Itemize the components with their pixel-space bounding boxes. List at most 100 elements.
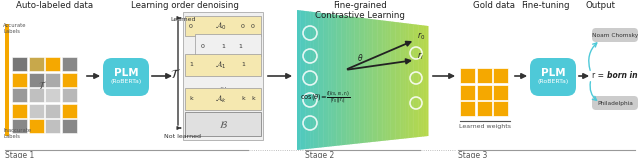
- Text: born in: born in: [607, 72, 637, 80]
- Polygon shape: [356, 17, 358, 144]
- Bar: [45, 88, 60, 102]
- Text: Not learned: Not learned: [164, 134, 202, 139]
- Text: k: k: [189, 97, 193, 101]
- Polygon shape: [400, 23, 403, 139]
- Text: PLM: PLM: [541, 68, 565, 78]
- Polygon shape: [302, 11, 304, 149]
- Text: Stage 1: Stage 1: [5, 151, 35, 158]
- Polygon shape: [415, 24, 417, 137]
- Polygon shape: [343, 16, 345, 145]
- Polygon shape: [315, 12, 317, 148]
- Polygon shape: [390, 21, 392, 140]
- Polygon shape: [312, 12, 314, 148]
- FancyArrowPatch shape: [590, 82, 596, 100]
- Polygon shape: [376, 20, 378, 142]
- Bar: [61, 73, 77, 86]
- Polygon shape: [321, 13, 324, 147]
- Polygon shape: [341, 15, 343, 145]
- Polygon shape: [303, 11, 306, 149]
- Text: Learning order denoising: Learning order denoising: [131, 1, 239, 10]
- Text: Inaccurate
Labels: Inaccurate Labels: [3, 128, 31, 139]
- Text: 0: 0: [241, 24, 245, 28]
- Bar: [185, 88, 261, 110]
- Bar: [29, 103, 44, 118]
- Polygon shape: [394, 22, 396, 140]
- Bar: [61, 88, 77, 102]
- Polygon shape: [425, 26, 427, 136]
- Polygon shape: [344, 16, 347, 145]
- Bar: [12, 103, 27, 118]
- Polygon shape: [317, 12, 319, 148]
- Polygon shape: [367, 19, 369, 143]
- Polygon shape: [351, 17, 353, 144]
- Polygon shape: [385, 21, 388, 141]
- Polygon shape: [379, 20, 381, 141]
- Bar: [29, 57, 44, 71]
- FancyArrowPatch shape: [589, 43, 597, 70]
- Text: $r_i$: $r_i$: [417, 51, 424, 63]
- Polygon shape: [336, 15, 339, 146]
- Polygon shape: [305, 11, 307, 149]
- Bar: [12, 73, 27, 86]
- Bar: [493, 101, 508, 116]
- FancyBboxPatch shape: [592, 28, 638, 42]
- Bar: [45, 119, 60, 133]
- Polygon shape: [323, 13, 325, 147]
- Bar: [460, 68, 475, 83]
- Polygon shape: [397, 22, 399, 139]
- Polygon shape: [300, 10, 303, 150]
- Polygon shape: [320, 13, 322, 148]
- Text: Fine-tuning: Fine-tuning: [521, 1, 569, 10]
- Polygon shape: [346, 16, 348, 145]
- Bar: [61, 103, 77, 118]
- Polygon shape: [413, 24, 415, 138]
- Polygon shape: [369, 19, 371, 142]
- Polygon shape: [364, 18, 366, 143]
- Polygon shape: [423, 25, 425, 137]
- Polygon shape: [362, 18, 365, 143]
- Polygon shape: [384, 21, 386, 141]
- FancyBboxPatch shape: [530, 58, 576, 96]
- Bar: [29, 88, 44, 102]
- Polygon shape: [405, 23, 407, 138]
- Text: Learned: Learned: [170, 17, 196, 22]
- Polygon shape: [371, 19, 373, 142]
- Polygon shape: [402, 23, 404, 139]
- Text: $\mathcal{T}$: $\mathcal{T}$: [38, 79, 47, 91]
- Bar: [61, 57, 77, 71]
- Bar: [183, 12, 263, 140]
- Polygon shape: [418, 25, 420, 137]
- Text: Philadelphia: Philadelphia: [597, 100, 633, 106]
- Text: 0: 0: [189, 24, 193, 28]
- Polygon shape: [387, 21, 389, 140]
- Polygon shape: [318, 13, 321, 148]
- Polygon shape: [314, 12, 316, 148]
- Text: 1: 1: [189, 63, 193, 67]
- Polygon shape: [372, 19, 374, 142]
- Text: 1: 1: [221, 45, 225, 49]
- Polygon shape: [396, 22, 397, 140]
- Polygon shape: [382, 20, 384, 141]
- Text: Stage 2: Stage 2: [305, 151, 334, 158]
- Text: Stage 3: Stage 3: [458, 151, 488, 158]
- Polygon shape: [377, 20, 380, 141]
- Polygon shape: [392, 22, 394, 140]
- Polygon shape: [361, 18, 363, 143]
- Text: (RoBERTa): (RoBERTa): [110, 79, 141, 85]
- Bar: [12, 119, 27, 133]
- Text: Noam Chomsky: Noam Chomsky: [592, 33, 638, 37]
- Text: $r_0$: $r_0$: [417, 30, 425, 42]
- Polygon shape: [410, 24, 412, 138]
- Polygon shape: [359, 18, 362, 143]
- Text: Auto-labeled data: Auto-labeled data: [17, 1, 93, 10]
- Polygon shape: [330, 14, 332, 146]
- Bar: [12, 88, 27, 102]
- Polygon shape: [297, 10, 299, 150]
- Text: Accurate
Labels: Accurate Labels: [3, 23, 26, 34]
- Polygon shape: [325, 13, 327, 147]
- Polygon shape: [420, 25, 422, 137]
- Polygon shape: [426, 26, 429, 136]
- Polygon shape: [412, 24, 414, 138]
- Bar: [460, 101, 475, 116]
- Bar: [12, 57, 27, 71]
